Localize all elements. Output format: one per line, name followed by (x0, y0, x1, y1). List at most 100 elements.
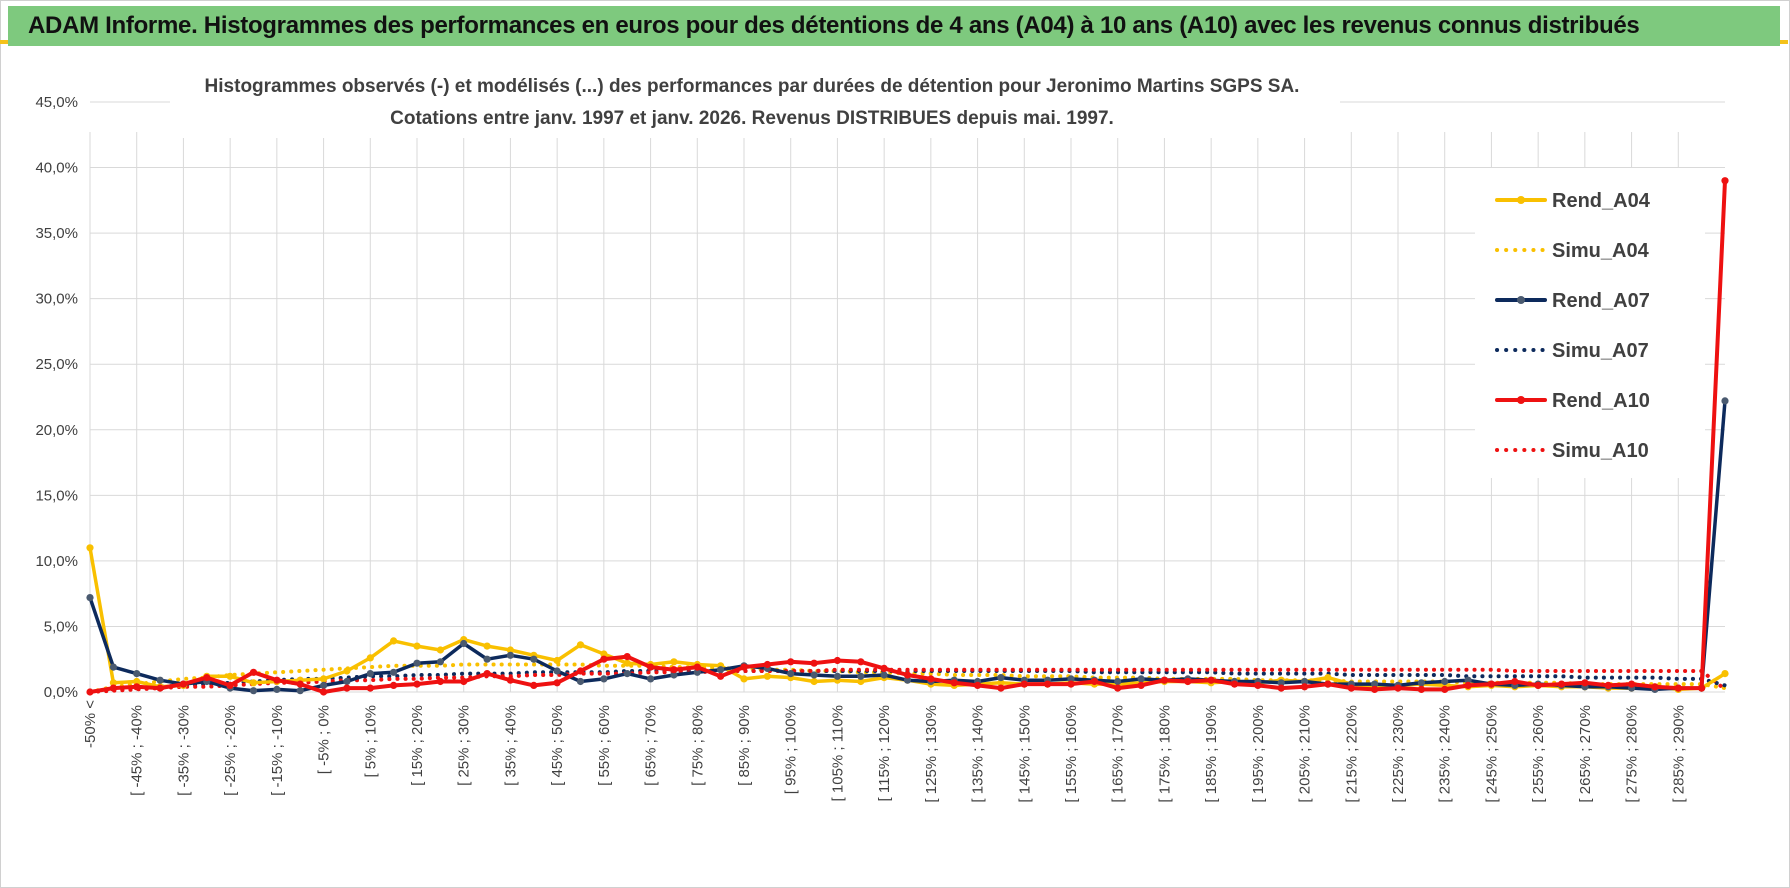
data-point-rend_a10 (249, 668, 258, 676)
data-point-rend_a07 (133, 670, 141, 678)
data-point-rend_a10 (600, 655, 608, 663)
data-point-rend_a10 (1487, 680, 1495, 688)
x-tick-label: [ 75% ; 80% (689, 705, 706, 786)
data-point-rend_a07 (576, 677, 585, 686)
legend-label-rend_a10: Rend_A10 (1552, 390, 1650, 412)
data-point-rend_a10 (1090, 677, 1098, 686)
legend-marker-rend_a10 (1517, 396, 1525, 404)
x-tick-label: [ 45% ; 50% (549, 705, 566, 786)
x-tick-label: [ 135% ; 140% (970, 705, 987, 803)
x-tick-label: [ 65% ; 70% (643, 705, 660, 786)
y-tick-label: 5,0% (44, 618, 78, 635)
x-tick-label: [ 225% ; 230% (1390, 705, 1407, 803)
data-point-rend_a10 (647, 663, 655, 671)
y-axis: 0,0% 5,0% 10,0% 15,0% 20,0% 25,0% 30,0% 35,0% 40… (35, 94, 78, 701)
x-tick-label: [ 35% ; 40% (502, 705, 519, 786)
data-point-rend_a10 (1674, 684, 1682, 692)
data-point-rend_a10 (133, 683, 141, 691)
data-point-rend_a04 (623, 659, 631, 667)
data-point-rend_a10 (436, 677, 444, 686)
x-tick-label: [ -45% ; -40% (129, 705, 146, 796)
y-tick-label: 35,0% (35, 225, 78, 242)
data-point-rend_a04 (343, 667, 351, 675)
data-point-rend_a10 (366, 684, 374, 692)
data-point-rend_a04 (600, 650, 608, 658)
data-point-rend_a04 (413, 642, 421, 650)
x-tick-label: [ 105% ; 110% (829, 705, 846, 801)
data-point-rend_a10 (156, 684, 164, 692)
data-point-rend_a10 (1651, 683, 1659, 691)
data-point-rend_a04 (483, 642, 491, 650)
data-point-rend_a10 (86, 688, 94, 696)
x-tick-label: [ 185% ; 190% (1203, 705, 1220, 803)
x-tick-label: [ 155% ; 160% (1063, 705, 1080, 803)
y-tick-label: 15,0% (35, 487, 78, 504)
data-point-rend_a10 (670, 666, 678, 674)
data-point-rend_a07 (109, 663, 117, 671)
data-point-rend_a07 (553, 667, 561, 675)
data-point-rend_a04 (810, 677, 818, 686)
data-point-rend_a07 (343, 677, 351, 686)
data-point-rend_a07 (880, 671, 888, 679)
data-point-rend_a07 (320, 681, 328, 690)
data-point-rend_a04 (109, 679, 117, 687)
y-tick-label: 25,0% (35, 356, 78, 373)
data-point-rend_a10 (997, 684, 1005, 692)
data-point-rend_a10 (1044, 680, 1052, 688)
data-point-rend_a04 (763, 672, 772, 680)
data-point-rend_a10 (1557, 680, 1566, 688)
data-point-rend_a10 (1020, 680, 1028, 688)
data-point-rend_a10 (763, 660, 772, 669)
data-point-rend_a04 (506, 646, 514, 654)
data-point-rend_a07 (506, 651, 514, 659)
data-point-rend_a07 (483, 655, 491, 663)
x-tick-label: [ -25% ; -20% (222, 705, 239, 796)
data-point-rend_a04 (1324, 674, 1332, 682)
chart-series (86, 177, 1729, 696)
data-point-rend_a10 (1534, 681, 1542, 690)
data-point-rend_a07 (460, 639, 468, 648)
data-point-rend_a04 (997, 679, 1005, 687)
data-point-rend_a04 (366, 654, 374, 662)
data-point-rend_a07 (693, 668, 701, 676)
report-banner: ADAM Informe. Histogrammes des performan… (8, 6, 1780, 46)
data-point-rend_a04 (226, 672, 234, 680)
data-point-rend_a10 (390, 681, 398, 690)
legend-label-simu_a07: Simu_A07 (1552, 340, 1649, 362)
data-point-rend_a10 (553, 679, 561, 687)
chart-title-line-2: Cotations entre janv. 1997 et janv. 2026… (390, 108, 1114, 129)
x-tick-label: [ 125% ; 130% (923, 705, 940, 803)
data-point-rend_a10 (880, 664, 888, 673)
data-point-rend_a10 (1277, 684, 1285, 692)
data-point-rend_a07 (997, 674, 1005, 682)
data-point-rend_a10 (740, 663, 748, 671)
data-point-rend_a07 (296, 687, 304, 695)
x-tick-label: [ 195% ; 200% (1250, 705, 1267, 803)
data-point-rend_a10 (1207, 676, 1215, 684)
data-point-rend_a07 (530, 655, 538, 663)
data-point-rend_a07 (1277, 679, 1285, 687)
x-tick-label: [ 5% ; 10% (362, 705, 379, 778)
data-point-rend_a10 (506, 676, 514, 684)
x-tick-label: [ 235% ; 240% (1437, 705, 1454, 803)
banner-title: ADAM Informe. Histogrammes des performan… (28, 12, 1640, 39)
corner-mark-right (1776, 40, 1788, 44)
x-tick-label: [ 175% ; 180% (1156, 705, 1173, 803)
data-point-rend_a10 (1698, 684, 1706, 692)
y-tick-label: 45,0% (35, 94, 78, 111)
data-point-rend_a07 (903, 676, 912, 684)
x-tick-label: [ 275% ; 280% (1624, 705, 1641, 803)
x-tick-label: [ 55% ; 60% (596, 705, 613, 786)
data-point-rend_a07 (857, 672, 865, 680)
data-point-rend_a10 (273, 676, 281, 684)
x-tick-label: [ 25% ; 30% (456, 705, 473, 786)
legend-label-simu_a10: Simu_A10 (1552, 440, 1649, 462)
data-point-rend_a10 (974, 681, 982, 690)
data-point-rend_a10 (226, 681, 234, 690)
data-point-rend_a07 (1464, 676, 1472, 684)
data-point-rend_a10 (483, 670, 491, 678)
x-tick-label: [ 205% ; 210% (1297, 705, 1314, 803)
data-point-rend_a10 (1160, 676, 1168, 684)
data-point-rend_a07 (1371, 680, 1379, 688)
data-point-rend_a07 (1301, 677, 1309, 686)
